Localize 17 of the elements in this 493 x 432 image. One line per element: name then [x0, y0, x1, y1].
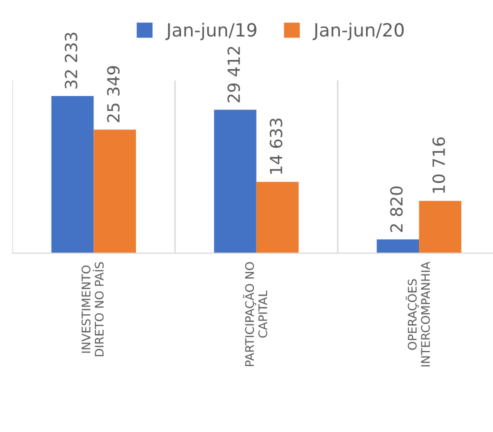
data-label: 10 716 — [432, 137, 446, 193]
data-label: 29 412 — [227, 46, 240, 102]
legend-label: Jan-jun/20 — [312, 22, 404, 40]
x-tick-label: INVESTIMENTO DIRETO NO PAÍS — [82, 262, 104, 356]
bar — [419, 200, 462, 254]
bar — [214, 110, 256, 254]
x-tick-label: OPERAÇÕES INTERCOMPANHIA — [406, 262, 430, 366]
bar — [376, 239, 420, 254]
legend-label: Jan-jun/19 — [165, 22, 256, 40]
data-label: 32 233 — [64, 32, 78, 89]
data-label: 2 820 — [390, 186, 403, 232]
data-label: 25 349 — [107, 66, 120, 122]
data-label: 14 633 — [270, 118, 282, 174]
bar — [51, 96, 94, 254]
bar — [256, 182, 299, 254]
bar — [94, 130, 136, 254]
x-tick-label: PARTICIPAÇÃO NO CAPITAL — [243, 262, 268, 366]
